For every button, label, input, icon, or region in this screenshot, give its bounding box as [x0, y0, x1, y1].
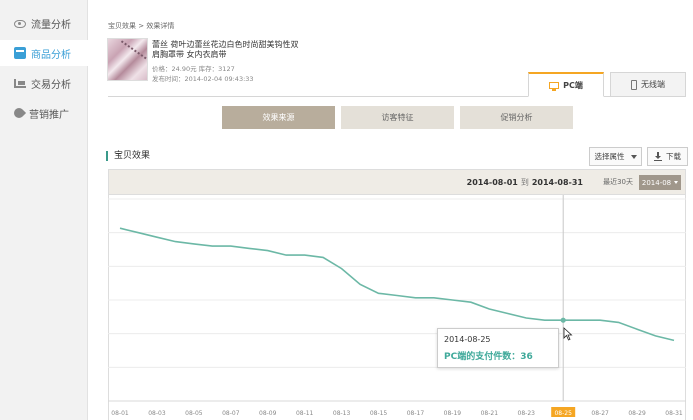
x-tick-label: 08-13 — [333, 410, 351, 417]
highlight-tick-bg — [551, 407, 576, 417]
download-icon — [654, 152, 662, 161]
tab-mobile-label: 无线端 — [641, 80, 665, 89]
x-tick-label: 08-23 — [518, 410, 536, 417]
x-tick-label: 08-17 — [407, 410, 425, 417]
series-line — [119, 227, 675, 342]
tab-visitor-features[interactable]: 访客特征 — [341, 106, 454, 129]
x-tick-label: 08-15 — [370, 410, 388, 417]
cart-icon — [14, 78, 26, 88]
monitor-icon — [549, 81, 560, 91]
x-tick-label: 08-29 — [628, 410, 646, 417]
month-picker-label: 2014-08 — [641, 178, 672, 187]
x-tick-label: 08-01 — [111, 410, 129, 417]
x-tick-label: 08-19 — [444, 410, 462, 417]
date-start: 2014-08-01 — [466, 178, 518, 187]
select-attribute-label: 选择属性 — [594, 152, 625, 161]
month-picker[interactable]: 2014-08 — [639, 175, 681, 190]
product-thumbnail[interactable] — [107, 38, 148, 81]
product-publish-time: 发布时间：2014-02-04 09:43:33 — [152, 75, 254, 83]
section-title: 宝贝效果 — [106, 151, 150, 161]
eye-icon — [14, 20, 26, 28]
tab-effect-source[interactable]: 效果来源 — [222, 106, 335, 129]
sidebar: 流量分析 商品分析 交易分析 营销推广 — [0, 0, 88, 420]
date-range[interactable]: 2014-08-01 到 2014-08-31 — [467, 177, 583, 188]
breadcrumb[interactable]: 宝贝效果 > 效果详情 — [108, 22, 175, 30]
chevron-down-icon — [674, 181, 679, 184]
line-chart[interactable]: 08-01 08-03 08-05 08-07 08-09 08-11 08-13 08-15… — [108, 195, 686, 420]
x-tick-label: 08-05 — [185, 410, 203, 417]
download-label: 下载 — [666, 152, 681, 161]
tab-pc-label: PC端 — [563, 80, 583, 90]
sidebar-item-label: 流量分析 — [31, 19, 71, 31]
sidebar-item-label: 营销推广 — [29, 109, 69, 121]
product-price-stock: 价格：24.90元 库存：3127 — [152, 65, 235, 73]
x-tick-label: 08-31 — [665, 410, 683, 417]
sidebar-item-label: 商品分析 — [31, 49, 71, 61]
chevron-down-icon — [630, 154, 637, 159]
tooltip-date: 2014-08-25 — [444, 335, 491, 344]
download-button[interactable]: 下载 — [647, 147, 688, 166]
data-point — [560, 317, 566, 323]
date-to: 到 — [520, 178, 529, 187]
recent-30-days-link[interactable]: 最近30天 — [603, 178, 633, 186]
select-attribute-dropdown[interactable]: 选择属性 — [589, 147, 642, 166]
x-tick-label: 08-07 — [222, 410, 240, 417]
x-tick-label: 08-21 — [481, 410, 499, 417]
chart-panel-header: 2014-08-01 到 2014-08-31 最近30天 2014-08 — [109, 170, 685, 195]
device-tabs-divider — [108, 96, 686, 97]
tab-promotion-analysis[interactable]: 促销分析 — [460, 106, 573, 129]
sidebar-item-trade[interactable]: 交易分析 — [0, 70, 88, 96]
x-tick-label: 08-25 — [554, 410, 572, 417]
x-tick-label: 08-27 — [591, 410, 609, 417]
mouse-cursor-icon — [563, 327, 573, 341]
sidebar-item-traffic[interactable]: 流量分析 — [0, 10, 88, 36]
chart-panel: 2014-08-01 到 2014-08-31 最近30天 2014-08 — [108, 169, 686, 420]
sidebar-item-product[interactable]: 商品分析 — [0, 40, 88, 66]
tooltip-value: PC端的支付件数：36 — [444, 352, 533, 362]
x-tick-label: 08-11 — [296, 410, 314, 417]
x-tick-label: 08-09 — [259, 410, 277, 417]
chart-tooltip: 2014-08-25 PC端的支付件数：36 — [437, 328, 559, 368]
tab-mobile[interactable]: 无线端 — [610, 72, 686, 97]
sidebar-item-marketing[interactable]: 营销推广 — [0, 100, 88, 126]
shopping-bag-icon — [14, 47, 26, 59]
phone-icon — [631, 79, 637, 90]
date-end: 2014-08-31 — [531, 178, 583, 187]
product-title[interactable]: 蕾丝 荷叶边蕾丝花边白色时尚甜美钩性双肩胸罩带 女内衣肩带 — [152, 40, 299, 59]
sidebar-item-label: 交易分析 — [31, 79, 71, 91]
promotion-icon — [11, 105, 27, 121]
x-tick-label: 08-03 — [148, 410, 166, 417]
tab-pc[interactable]: PC端 — [528, 72, 604, 97]
